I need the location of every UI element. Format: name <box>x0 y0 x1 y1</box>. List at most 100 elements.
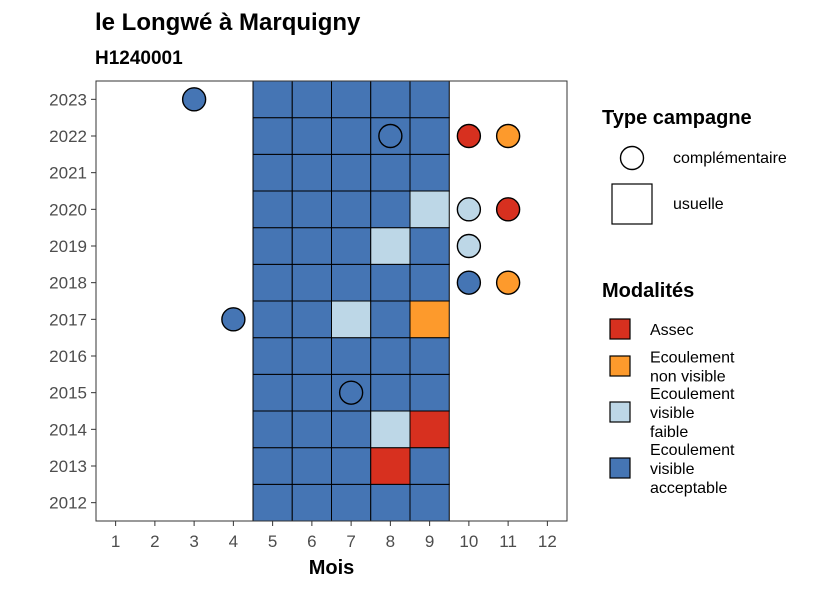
cell-2015-5 <box>252 373 293 412</box>
cell-2022-6 <box>291 117 332 155</box>
cell-2014-8 <box>370 410 411 449</box>
point-2020-11 <box>495 197 521 222</box>
y-tick-label-2023: 2023 <box>49 90 87 109</box>
x-axis-title: Mois <box>309 557 355 579</box>
cell-2019-7 <box>331 227 372 265</box>
cell-2017-6 <box>291 300 332 339</box>
cell-2014-9 <box>409 410 450 449</box>
cell-2021-7 <box>331 153 372 192</box>
cell-2014-7 <box>331 410 372 449</box>
point-2023-3 <box>181 87 207 112</box>
cell-2018-6 <box>291 263 332 302</box>
cell-2013-8 <box>370 447 411 485</box>
y-tick-label-2012: 2012 <box>49 494 87 513</box>
chart-subtitle: H1240001 <box>95 48 183 69</box>
y-tick-label-2022: 2022 <box>49 127 87 146</box>
x-tick-label-12: 12 <box>538 532 557 551</box>
cell-2012-9 <box>409 483 450 522</box>
point-2017-4 <box>221 307 246 332</box>
y-tick-label-2016: 2016 <box>49 347 87 366</box>
cell-2021-8 <box>370 153 411 192</box>
legend-swatch-ecoulement-visible-acceptable <box>609 457 631 479</box>
legend-label-complementaire: complémentaire <box>673 150 787 167</box>
cell-2017-5 <box>252 300 293 339</box>
legend-swatch-assec <box>609 318 631 340</box>
cell-2015-6 <box>291 373 332 412</box>
y-tick-label-2015: 2015 <box>49 384 87 403</box>
x-tick-label-5: 5 <box>268 532 277 551</box>
legend-key-usuelle <box>611 183 653 225</box>
x-tick-label-1: 1 <box>111 532 120 551</box>
x-tick-label-10: 10 <box>459 532 478 551</box>
point-2015-7 <box>338 380 364 405</box>
legend-swatch-ecoulement-visible-faible <box>609 401 631 423</box>
legend-label-line: non visible <box>650 369 726 386</box>
point-2020-10 <box>456 197 482 222</box>
cell-2021-5 <box>252 153 293 192</box>
y-tick-label-2014: 2014 <box>49 420 87 439</box>
point-2022-10 <box>456 123 482 149</box>
cell-2014-5 <box>252 410 293 449</box>
chart-title: le Longwé à Marquigny <box>95 9 361 36</box>
x-tick-label-3: 3 <box>189 532 198 551</box>
legend-label-ecoulement-non-visible: Ecoulement non visible <box>650 350 735 386</box>
y-tick-label-2019: 2019 <box>49 237 87 256</box>
cell-2018-7 <box>331 263 372 302</box>
x-tick-label-4: 4 <box>229 532 238 551</box>
cell-2015-8 <box>370 373 411 412</box>
cell-2016-9 <box>409 337 450 375</box>
legend-type-title: Type campagne <box>602 107 752 129</box>
x-tick-label-6: 6 <box>307 532 316 551</box>
cell-2021-9 <box>409 153 450 192</box>
y-tick-label-2020: 2020 <box>49 200 87 219</box>
cell-2014-6 <box>291 410 332 449</box>
cell-2016-7 <box>331 337 372 375</box>
x-tick-label-7: 7 <box>346 532 355 551</box>
axes: 1 2 3 4 5 6 7 8 9 10 11 122012201320142015201620172… <box>49 90 557 551</box>
legend-label-line: Ecoulement <box>650 442 735 459</box>
legend-label-ecoulement-visible-acceptable: Ecoulement visible acceptable <box>650 442 735 497</box>
cell-2016-6 <box>291 337 332 375</box>
x-tick-label-11: 11 <box>499 532 517 551</box>
legend-label-usuelle: usuelle <box>673 196 724 213</box>
legend-modalites-title: Modalités <box>602 280 694 302</box>
cell-2020-5 <box>252 190 293 229</box>
cell-2023-6 <box>291 80 332 119</box>
cell-2020-8 <box>370 190 411 229</box>
cell-2022-5 <box>252 117 293 155</box>
cell-2018-5 <box>252 263 293 302</box>
point-2022-8 <box>378 123 403 149</box>
cell-2015-9 <box>409 373 450 412</box>
legend-type-campagne: Type campagne complémentaire usuelle <box>602 107 787 225</box>
cell-2013-6 <box>291 447 332 485</box>
point-2022-11 <box>495 123 521 149</box>
y-tick-label-2013: 2013 <box>49 457 87 476</box>
legend-label-line: Assec <box>650 322 694 339</box>
cell-2021-6 <box>291 153 332 192</box>
cell-2013-5 <box>252 447 293 485</box>
x-tick-label-9: 9 <box>425 532 434 551</box>
point-2018-10 <box>456 270 482 295</box>
chart-marks <box>181 80 521 522</box>
cell-2013-9 <box>409 447 450 485</box>
cell-2017-9 <box>409 300 450 339</box>
y-tick-label-2017: 2017 <box>49 310 87 329</box>
cell-2022-7 <box>331 117 372 155</box>
legend-key-complementaire <box>619 145 645 171</box>
cell-2022-9 <box>409 117 450 155</box>
legend-label-line: Ecoulement <box>650 386 735 403</box>
cell-2023-8 <box>370 80 411 119</box>
legend-label-ecoulement-visible-faible: Ecoulement visible faible <box>650 386 735 441</box>
cell-2012-5 <box>252 483 293 522</box>
cell-2012-7 <box>331 483 372 522</box>
cell-2020-9 <box>409 190 450 229</box>
cell-2019-9 <box>409 227 450 265</box>
point-2018-11 <box>495 270 521 295</box>
cell-2016-5 <box>252 337 293 375</box>
legend-label-line: visible <box>650 405 695 422</box>
cell-2023-5 <box>252 80 293 119</box>
cell-2019-5 <box>252 227 293 265</box>
plot-border <box>95 80 568 522</box>
cell-2012-6 <box>291 483 332 522</box>
